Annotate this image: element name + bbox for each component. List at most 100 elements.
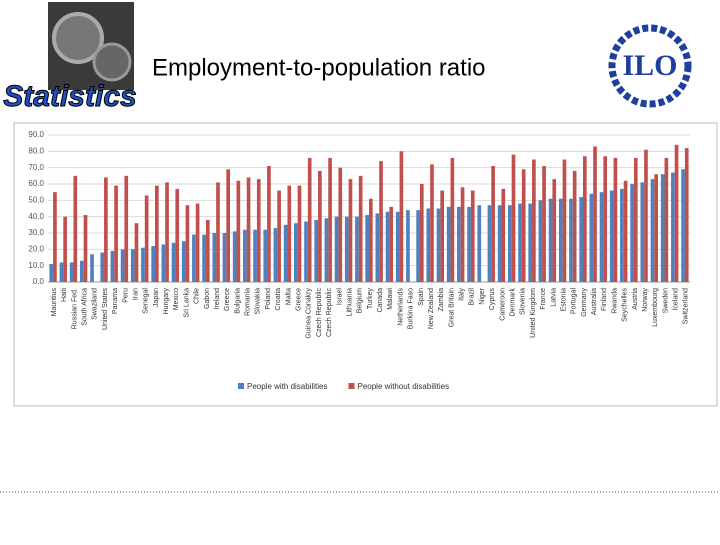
bar [307, 157, 312, 282]
bar [277, 190, 281, 282]
bar [528, 203, 533, 282]
bar [151, 246, 155, 282]
ilo-wreath [608, 24, 692, 108]
y-tick-label: 20.0 [28, 244, 44, 253]
bar [283, 224, 288, 282]
bar [365, 215, 369, 282]
gear [52, 12, 104, 64]
bar [654, 174, 659, 282]
x-tick-label: South Africa [82, 288, 89, 326]
bar [507, 205, 512, 282]
bar [375, 213, 380, 282]
x-tick-label: Senegal [143, 288, 150, 314]
x-tick-label: Chile [194, 288, 201, 304]
x-tick-label: Australia [591, 288, 598, 315]
bar [192, 234, 196, 282]
x-tick-label: Austria [632, 288, 639, 310]
bar [171, 242, 176, 282]
x-tick-label: Iceland [673, 288, 680, 311]
x-tick-label: Peru [122, 288, 129, 303]
x-tick-label: Turkey [367, 288, 374, 310]
bar [185, 205, 190, 282]
x-tick-label: United States [102, 288, 109, 331]
legend-swatch [238, 383, 244, 389]
x-tick-label: Slovenia [520, 288, 527, 315]
x-tick-label: Bulgaria [234, 288, 241, 314]
bar [236, 180, 241, 282]
bar [69, 262, 74, 282]
bar [630, 184, 634, 282]
bar [165, 182, 169, 282]
bar [161, 244, 166, 282]
bar [263, 229, 268, 282]
bar [134, 223, 139, 282]
bar [511, 154, 516, 282]
bar [344, 216, 349, 282]
bar [579, 197, 583, 282]
x-tick-label: Greece [296, 288, 303, 311]
x-tick-label: Seychelles [622, 288, 629, 322]
bar [90, 254, 94, 282]
x-tick-label: Netherlands [397, 288, 404, 326]
bar [660, 174, 665, 282]
bar [470, 190, 475, 282]
x-tick-label: Cameroon [499, 288, 506, 321]
logo-text: Statistics [3, 80, 136, 113]
bar [620, 188, 624, 282]
x-tick-label: Denmark [510, 288, 517, 317]
x-tick-label: Haiti [61, 288, 68, 302]
bar [144, 195, 149, 282]
x-tick-label: Sri Lanka [183, 288, 190, 318]
bar [569, 198, 573, 282]
x-tick-label: Malawi [387, 288, 394, 310]
x-tick-label: Luxembourg [652, 288, 659, 327]
x-tick-label: Lithuania [346, 288, 353, 317]
x-tick-label: Sweden [662, 288, 669, 313]
bar [589, 193, 594, 282]
bar [650, 179, 655, 282]
bar [644, 149, 648, 282]
bar [318, 170, 322, 282]
bar [155, 185, 159, 282]
bar [389, 206, 394, 282]
bar [501, 188, 506, 282]
y-tick-label: 90.0 [28, 130, 44, 139]
x-tick-label: France [540, 288, 547, 310]
bar [334, 216, 339, 282]
x-tick-label: Burkina Faso [408, 288, 415, 329]
bar [205, 219, 210, 282]
bar [603, 156, 608, 282]
bar [181, 241, 186, 282]
legend-swatch [348, 383, 355, 389]
bar [324, 218, 329, 282]
bar [355, 216, 359, 282]
bar [53, 192, 57, 282]
gear [92, 42, 132, 82]
x-tick-label: Greece [224, 288, 231, 311]
bar [477, 205, 482, 282]
bar [430, 164, 434, 282]
bar [609, 190, 614, 282]
x-tick-label: Romania [245, 288, 252, 316]
bar [83, 215, 88, 282]
y-tick-label: 40.0 [28, 212, 44, 221]
bar [593, 146, 597, 282]
x-tick-label: Zambia [438, 288, 445, 311]
bar [175, 188, 180, 282]
bar [572, 170, 577, 282]
bar [671, 172, 675, 282]
bar [633, 157, 638, 282]
x-tick-label: Japan [153, 288, 160, 307]
bar [141, 247, 145, 282]
bar [328, 157, 332, 282]
bar [297, 185, 302, 282]
bar [446, 206, 451, 282]
x-tick-label: Czech Republic [326, 288, 333, 338]
x-tick-label: Great Britain [448, 288, 455, 327]
bar [212, 233, 217, 282]
bar [674, 144, 679, 282]
legend-label: People with disabilities [247, 382, 328, 391]
bar [256, 179, 261, 282]
x-tick-label: Croatia [275, 288, 282, 311]
bar [436, 208, 441, 282]
